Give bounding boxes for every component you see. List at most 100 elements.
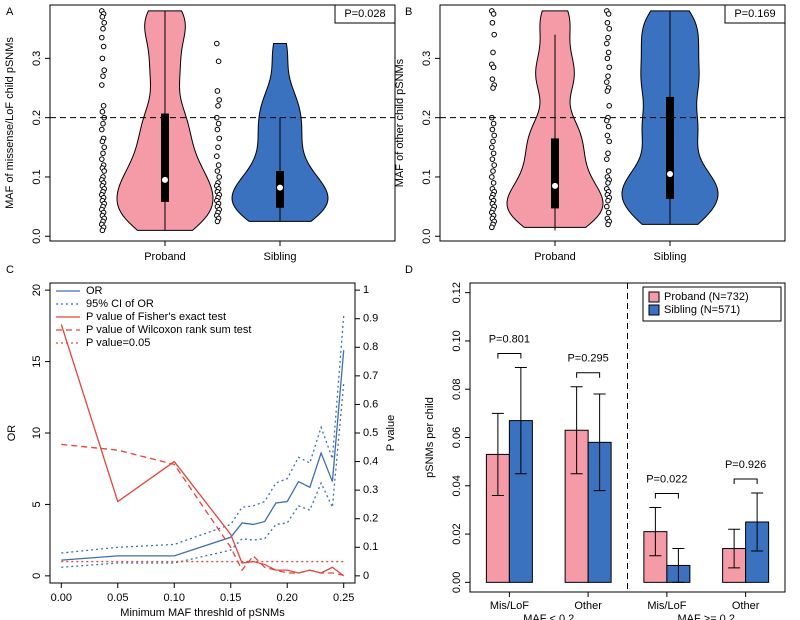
series-line	[61, 382, 345, 568]
point	[490, 150, 497, 157]
y-tick-label: 0.2	[363, 513, 378, 525]
y-tick-label: 0.6	[363, 398, 378, 410]
point	[99, 82, 105, 88]
legend-label: P value=0.05	[86, 337, 150, 349]
legend-label: P value of Wilcoxon rank sum test	[86, 324, 251, 336]
x-tick-label: 0.25	[333, 592, 354, 604]
y-tick-label: 0.4	[363, 455, 378, 467]
x-tick-label: 0.10	[164, 592, 185, 604]
point	[605, 221, 611, 228]
panel-label: B	[405, 6, 412, 18]
group-label: MAF >= 0.2	[678, 613, 735, 620]
panel-label: A	[6, 6, 14, 18]
point	[605, 168, 612, 174]
y-tick-label: 0.10	[451, 330, 463, 351]
point	[490, 120, 497, 127]
group-label: MAF < 0.2	[523, 613, 574, 620]
point	[101, 144, 107, 151]
point	[605, 180, 611, 186]
y-tick-label: 0.0	[31, 229, 43, 244]
point	[606, 103, 613, 109]
y-tick-label: 20	[31, 284, 43, 296]
error-bar	[649, 507, 662, 557]
point	[605, 73, 611, 79]
point	[489, 224, 495, 231]
point	[99, 138, 106, 145]
point	[604, 88, 611, 94]
point	[99, 126, 105, 133]
point	[606, 25, 613, 32]
bracket	[497, 352, 522, 359]
point	[489, 19, 496, 26]
x-tick-label: Other	[574, 600, 602, 612]
point	[99, 227, 106, 234]
error-bar	[570, 386, 583, 475]
y-tick-label: 0.06	[451, 427, 463, 448]
series-line	[61, 315, 345, 554]
y-tick-label: 0	[363, 570, 369, 582]
point	[216, 174, 222, 180]
error-bar	[491, 412, 504, 496]
box	[161, 113, 169, 202]
series-line	[61, 350, 345, 561]
legend-swatch	[648, 291, 660, 303]
point	[491, 31, 498, 38]
legend-label: Sibling (N=571)	[664, 304, 740, 316]
axis-label: OR	[6, 425, 18, 442]
y-tick-label: 0.3	[31, 51, 43, 66]
y-tick-label: 0.2	[31, 110, 43, 125]
panel-label: C	[6, 264, 14, 276]
x-tick-label: Mis/LoF	[490, 600, 529, 612]
y-tick-label: 0.9	[363, 313, 378, 325]
point	[100, 73, 106, 79]
point	[604, 203, 610, 210]
point	[490, 49, 496, 56]
point	[605, 11, 612, 17]
p-value: P=0.926	[725, 459, 766, 471]
axis-label: Minimum MAF threshld of pSNMs	[120, 607, 285, 619]
point	[604, 40, 610, 47]
point	[101, 67, 107, 74]
x-tick-label: Proband	[144, 251, 186, 263]
point	[489, 174, 495, 180]
p-value: P=0.295	[567, 353, 608, 365]
point	[489, 76, 496, 82]
point	[99, 14, 106, 20]
p-value: P=0.801	[489, 333, 530, 345]
y-tick-label: 0.1	[421, 169, 433, 184]
point	[214, 88, 221, 94]
median	[552, 182, 558, 189]
y-tick-label: 0.1	[363, 541, 378, 553]
bracket	[654, 493, 679, 499]
point	[605, 150, 611, 157]
point	[604, 117, 610, 124]
point	[490, 180, 497, 186]
y-tick-label: 0.08	[451, 379, 463, 400]
point	[605, 209, 612, 216]
x-tick-label: 0.00	[51, 592, 72, 604]
error-bar	[514, 366, 527, 475]
x-tick-label: Proband	[534, 251, 576, 263]
annotation-box	[724, 4, 786, 24]
axis-label: pSNMs per child	[424, 397, 436, 478]
annotation: P=0.028	[344, 8, 385, 20]
x-tick-label: 0.15	[220, 592, 241, 604]
point	[100, 150, 106, 157]
point	[101, 19, 107, 26]
annotation: P=0.169	[734, 8, 775, 20]
point	[605, 49, 612, 56]
point	[215, 103, 221, 109]
legend-label: P value of Fisher's exact test	[86, 311, 226, 323]
point	[604, 132, 611, 139]
y-tick-label: 1	[363, 284, 369, 296]
legend-swatch	[648, 304, 660, 316]
point	[214, 40, 220, 47]
point	[490, 168, 496, 174]
plot-frame	[439, 4, 786, 242]
error-bar	[751, 492, 764, 552]
annotation-box	[334, 4, 396, 24]
legend-label: OR	[86, 285, 103, 297]
axis-label: MAF of missense/LoF child pSNMs	[4, 37, 16, 209]
bracket	[733, 478, 758, 485]
